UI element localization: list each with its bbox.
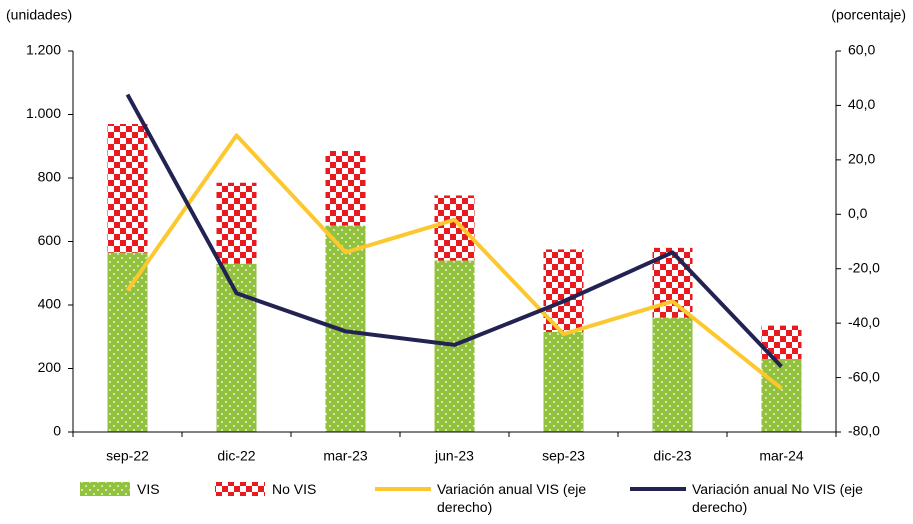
y-tick-label: 0 (53, 423, 61, 439)
bar (107, 252, 148, 432)
y-axis-title: (unidades) (6, 7, 72, 23)
x-tick-label: dic-22 (217, 448, 255, 464)
bar (761, 358, 802, 432)
line-series (125, 133, 783, 391)
legend-swatch (80, 482, 130, 496)
legend-label: VIS (137, 481, 160, 497)
y-tick-label: 1.000 (26, 105, 61, 121)
y-tick-label: 1.200 (26, 42, 61, 58)
y-tick-label: 200 (38, 359, 62, 375)
y-tick-label: 400 (38, 296, 62, 312)
y2-tick-label: 0,0 (848, 205, 868, 221)
bar (325, 151, 366, 226)
y-tick-label: 800 (38, 169, 62, 185)
bar (434, 195, 475, 261)
y2-tick-label: 60,0 (848, 42, 875, 58)
legend-swatch (215, 482, 265, 496)
y-tick-label: 600 (38, 232, 62, 248)
y2-tick-label: -40,0 (848, 314, 880, 330)
bar (543, 331, 584, 432)
bar (652, 317, 693, 432)
legend-label: Variación anual VIS (eje derecho) (437, 481, 587, 515)
x-tick-label: mar-24 (759, 448, 804, 464)
bar (107, 124, 148, 253)
y2-tick-label: 20,0 (848, 151, 875, 167)
y2-tick-label: -20,0 (848, 259, 880, 275)
x-tick-label: mar-23 (323, 448, 368, 464)
bar (216, 263, 257, 432)
line-series (125, 93, 783, 369)
y2-tick-label: -80,0 (848, 423, 880, 439)
x-tick-label: dic-23 (653, 448, 691, 464)
x-tick-label: sep-22 (106, 448, 149, 464)
legend-label: Variación anual No VIS (eje derecho) (692, 481, 863, 515)
y2-tick-label: 40,0 (848, 96, 875, 112)
bar (216, 182, 257, 264)
bar (325, 225, 366, 432)
y2-tick-label: -60,0 (848, 368, 880, 384)
x-tick-label: jun-23 (434, 448, 474, 464)
x-tick-label: sep-23 (542, 448, 585, 464)
y2-axis-title: (porcentaje) (831, 7, 906, 23)
legend-label: No VIS (272, 481, 317, 497)
